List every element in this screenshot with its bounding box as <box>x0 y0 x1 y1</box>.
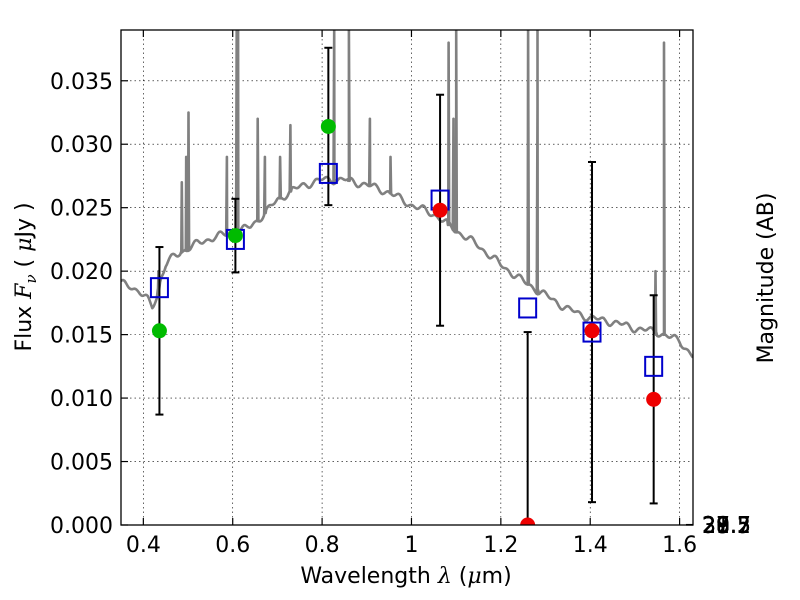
model-photometry-box <box>518 297 538 319</box>
plot-area <box>121 30 693 525</box>
x-axis-label: Wavelength λ (μm) <box>300 564 511 589</box>
y-tick-label: 0.015 <box>50 324 113 349</box>
y2-tick-label: 29 <box>702 514 730 539</box>
observed-point-red <box>646 391 662 407</box>
axes <box>120 29 694 526</box>
y2-tick-label: 28.5 <box>702 514 751 539</box>
model-photometry-box <box>644 355 664 377</box>
model-photometry-box <box>149 277 169 299</box>
y2-tick-label: 29.5 <box>702 514 751 539</box>
observed-point-red <box>432 202 448 218</box>
y-tick-label: 0.030 <box>50 133 113 158</box>
y2-tick-label: 27.7 <box>702 514 751 539</box>
y-tick-label: 0.000 <box>50 514 113 539</box>
y-axis-label: Flux Fν ( μJy ) <box>12 202 40 351</box>
y2-tick-label: 31 <box>702 514 730 539</box>
x-tick-label: 1 <box>404 533 418 558</box>
y2-tick-label: 27.5 <box>702 514 751 539</box>
x-tick-label: 0.4 <box>126 533 161 558</box>
y-tick-label: 0.025 <box>50 197 113 222</box>
observed-point-green <box>227 228 243 244</box>
tick-labels: 0.4 0.6 0.8 1 1.2 1.4 1.6 0.000 0.005 0.010 0.015 0… <box>50 70 751 558</box>
model-spectrum-line <box>121 30 693 359</box>
x-tick-label: 0.8 <box>305 533 340 558</box>
observed-point-green <box>151 323 167 339</box>
y2-tick-label: 28 <box>702 514 730 539</box>
x-tick-label: 0.6 <box>215 533 250 558</box>
model-photometry-box <box>582 321 602 343</box>
x-tick-label: 1.6 <box>662 533 697 558</box>
model-photometry-box <box>318 162 338 184</box>
y2-tick-label: 30 <box>702 514 730 539</box>
x-tick-label: 1.2 <box>483 533 518 558</box>
y2-tick-label: 28.2 <box>702 514 751 539</box>
observed-point-red <box>584 323 600 339</box>
y-tick-label: 0.005 <box>50 451 113 476</box>
observed-point-red <box>520 517 536 525</box>
plot-frame <box>120 29 694 526</box>
y-tick-label: 0.035 <box>50 70 113 95</box>
y-tick-label: 0.010 <box>50 387 113 412</box>
observed-point-green <box>320 118 336 134</box>
y-tick-label: 0.020 <box>50 260 113 285</box>
x-tick-label: 1.4 <box>573 533 608 558</box>
tick-marks <box>121 30 693 526</box>
grid-lines <box>121 30 693 526</box>
y2-axis-label: Magnitude (AB) <box>754 193 779 364</box>
